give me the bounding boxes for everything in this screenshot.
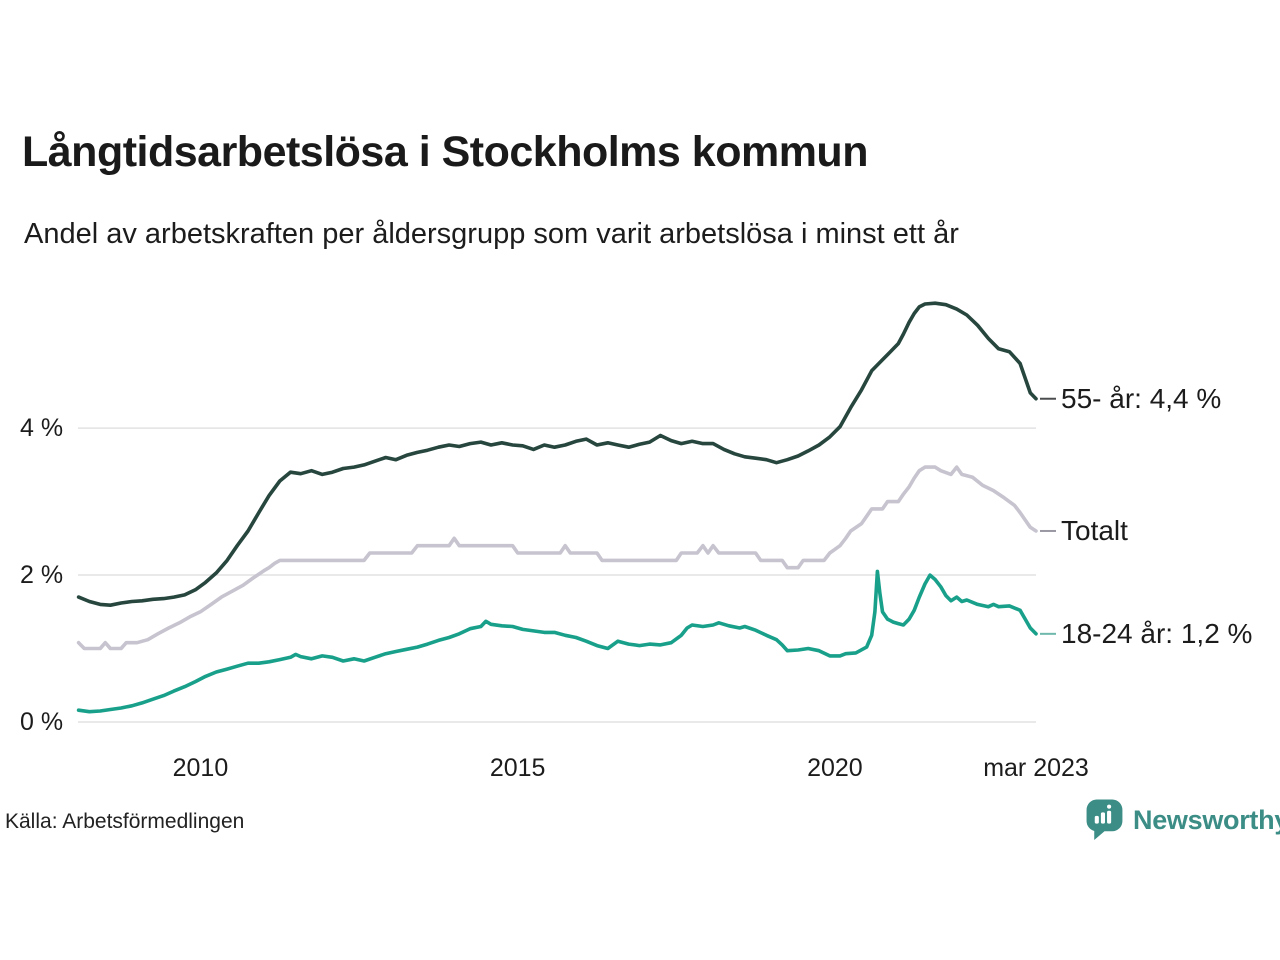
series-line-18-24r: [76, 569, 1038, 714]
y-tick-label: 2 %: [20, 561, 64, 590]
gridlines: [78, 427, 1036, 723]
x-tick-label: 2015: [489, 754, 546, 782]
x-tick-label: 2020: [807, 754, 863, 782]
series-line-Totalt: [76, 465, 1038, 651]
series-line-55-r: [76, 301, 1038, 608]
bar-chart-speech-bubble-icon: [1086, 799, 1123, 840]
page-title: Långtidsarbetslösa i Stockholms kommun: [22, 128, 868, 176]
series-end-label: 18-24 år: 1,2 %: [1061, 617, 1253, 649]
brand-logo: Newsworthy: [1086, 799, 1280, 841]
y-tick-label: 0 %: [20, 708, 64, 736]
page-subtitle: Andel av arbetskraften per åldersgrupp s…: [24, 218, 959, 250]
source-note: Källa: Arbetsförmedlingen: [5, 810, 245, 833]
series-end-label: Totalt: [1061, 514, 1128, 546]
x-tick-label: mar 2023: [983, 754, 1089, 782]
end-label-connectors: [1040, 397, 1056, 635]
series-lines: [76, 301, 1038, 714]
series-end-label: 55- år: 4,4 %: [1061, 382, 1222, 414]
brand-name: Newsworthy: [1133, 804, 1280, 835]
x-tick-label: 2010: [172, 754, 229, 782]
y-tick-label: 4 %: [20, 414, 64, 443]
